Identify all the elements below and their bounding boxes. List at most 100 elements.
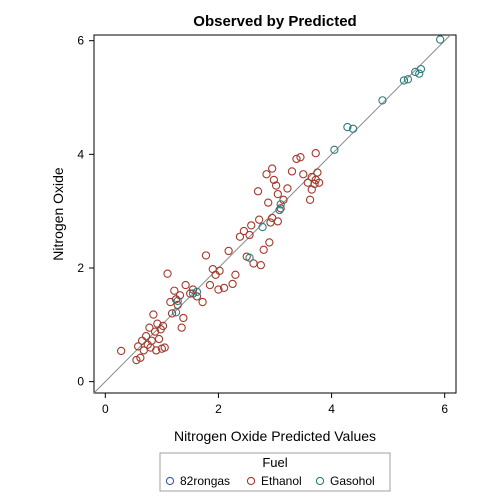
data-point-ethanol <box>205 280 215 290</box>
data-point-gasohol <box>258 222 267 232</box>
data-point-gasohol <box>275 205 284 215</box>
data-point-gasohol <box>276 200 285 209</box>
data-point-ethanol <box>136 353 145 362</box>
plot-frame <box>93 34 457 394</box>
y-axis-label: Nitrogen Oxide <box>50 167 66 261</box>
data-point-ethanol <box>235 232 245 241</box>
data-point-ethanol <box>133 342 143 351</box>
data-points <box>117 35 445 365</box>
data-point-ethanol <box>311 149 320 158</box>
data-point-ethanol <box>279 195 288 204</box>
data-point-ethanol <box>158 321 168 331</box>
data-point-gasohol <box>188 289 198 298</box>
data-point-ethanol <box>141 332 151 341</box>
data-point-ethanol <box>181 280 190 290</box>
data-point-gasohol <box>348 124 358 133</box>
data-point-ethanol <box>247 221 256 230</box>
data-point-ethanol <box>265 238 274 247</box>
data-point-ethanol <box>228 279 237 289</box>
data-point-ethanol <box>160 343 169 352</box>
data-point-ethanol <box>292 154 301 164</box>
data-point-ethanol <box>305 195 315 204</box>
x-tick-label: 2 <box>215 402 222 416</box>
data-point-ethanol <box>214 285 223 294</box>
data-point-ethanol <box>264 198 273 207</box>
data-point-ethanol <box>313 168 322 177</box>
legend-marker-ethanol <box>246 476 256 486</box>
legend-title: Fuel <box>262 455 287 470</box>
data-point-ethanol <box>314 178 324 187</box>
data-point-ethanol <box>268 213 277 223</box>
data-point-ethanol <box>150 327 160 336</box>
y-tick-label: 6 <box>77 34 84 48</box>
data-point-ethanol <box>188 285 198 294</box>
legend-frame <box>159 452 391 492</box>
data-point-gasohol <box>403 75 413 84</box>
data-point-ethanol <box>173 300 182 310</box>
data-point-ethanol <box>307 185 316 194</box>
x-tick-label: 4 <box>328 402 335 416</box>
data-point-ethanol <box>177 323 186 332</box>
legend-items: 82rongas Ethanol Gasohol <box>165 474 375 488</box>
data-point-ethanol <box>287 167 297 176</box>
data-point-ethanol <box>219 283 229 293</box>
legend-marker-82rongas <box>165 476 175 486</box>
data-point-ethanol <box>139 346 148 355</box>
data-point-ethanol <box>276 204 285 213</box>
data-point-ethanol <box>163 269 172 278</box>
y-tick-label: 2 <box>77 261 84 275</box>
data-point-ethanol <box>269 175 279 185</box>
data-point-ethanol <box>154 334 164 344</box>
data-point-gasohol <box>399 76 409 85</box>
y-tick-label: 4 <box>77 147 84 161</box>
data-point-ethanol <box>271 181 281 190</box>
x-axis-label: Nitrogen Oxide Predicted Values <box>174 428 376 444</box>
data-point-ethanol <box>215 266 224 275</box>
data-point-ethanol <box>175 291 185 300</box>
legend-label-gasohol: Gasohol <box>330 474 375 488</box>
data-point-ethanol <box>268 164 277 173</box>
data-point-gasohol <box>416 64 426 74</box>
y-tick-label: 0 <box>77 375 84 389</box>
y-axis-ticks: 0 2 4 6 <box>77 34 94 389</box>
data-point-gasohol <box>330 145 339 154</box>
data-point-ethanol <box>273 189 282 199</box>
data-point-ethanol <box>149 310 158 319</box>
legend-label-ethanol: Ethanol <box>261 474 302 488</box>
data-point-ethanol <box>132 355 141 365</box>
data-point-ethanol <box>147 336 156 345</box>
data-point-ethanol <box>167 309 177 318</box>
data-point-gasohol <box>343 122 352 132</box>
legend-label-82rongas: 82rongas <box>180 474 230 488</box>
x-tick-label: 0 <box>102 402 109 416</box>
legend: Fuel 82rongas Ethanol Gasohol <box>159 452 391 492</box>
data-point-ethanol <box>117 346 126 356</box>
data-point-ethanol <box>152 346 161 355</box>
x-axis-ticks: 0 2 4 6 <box>102 393 448 416</box>
data-point-ethanol <box>255 215 264 224</box>
data-point-ethanol <box>259 245 268 254</box>
data-point-ethanol <box>224 246 233 256</box>
data-point-ethanol <box>231 270 240 279</box>
data-point-ethanol <box>170 286 179 295</box>
data-point-gasohol <box>378 96 387 105</box>
chart-title: Observed by Predicted <box>193 13 356 30</box>
data-point-ethanol <box>211 270 220 279</box>
data-point-ethanol <box>296 153 305 162</box>
data-point-ethanol <box>245 230 254 240</box>
data-point-ethanol <box>299 170 308 179</box>
data-point-ethanol <box>283 184 292 193</box>
data-point-ethanol <box>239 226 249 236</box>
data-point-ethanol <box>179 313 188 323</box>
data-point-ethanol <box>266 218 275 227</box>
data-point-gasohol <box>171 308 181 317</box>
data-point-gasohol <box>192 287 202 297</box>
data-point-ethanol <box>198 297 207 307</box>
x-tick-label: 6 <box>441 402 448 416</box>
data-point-ethanol <box>201 251 211 260</box>
data-point-ethanol <box>145 323 154 332</box>
data-point-gasohol <box>415 69 424 78</box>
data-point-gasohol <box>173 296 182 306</box>
data-point-gasohol <box>436 35 445 44</box>
